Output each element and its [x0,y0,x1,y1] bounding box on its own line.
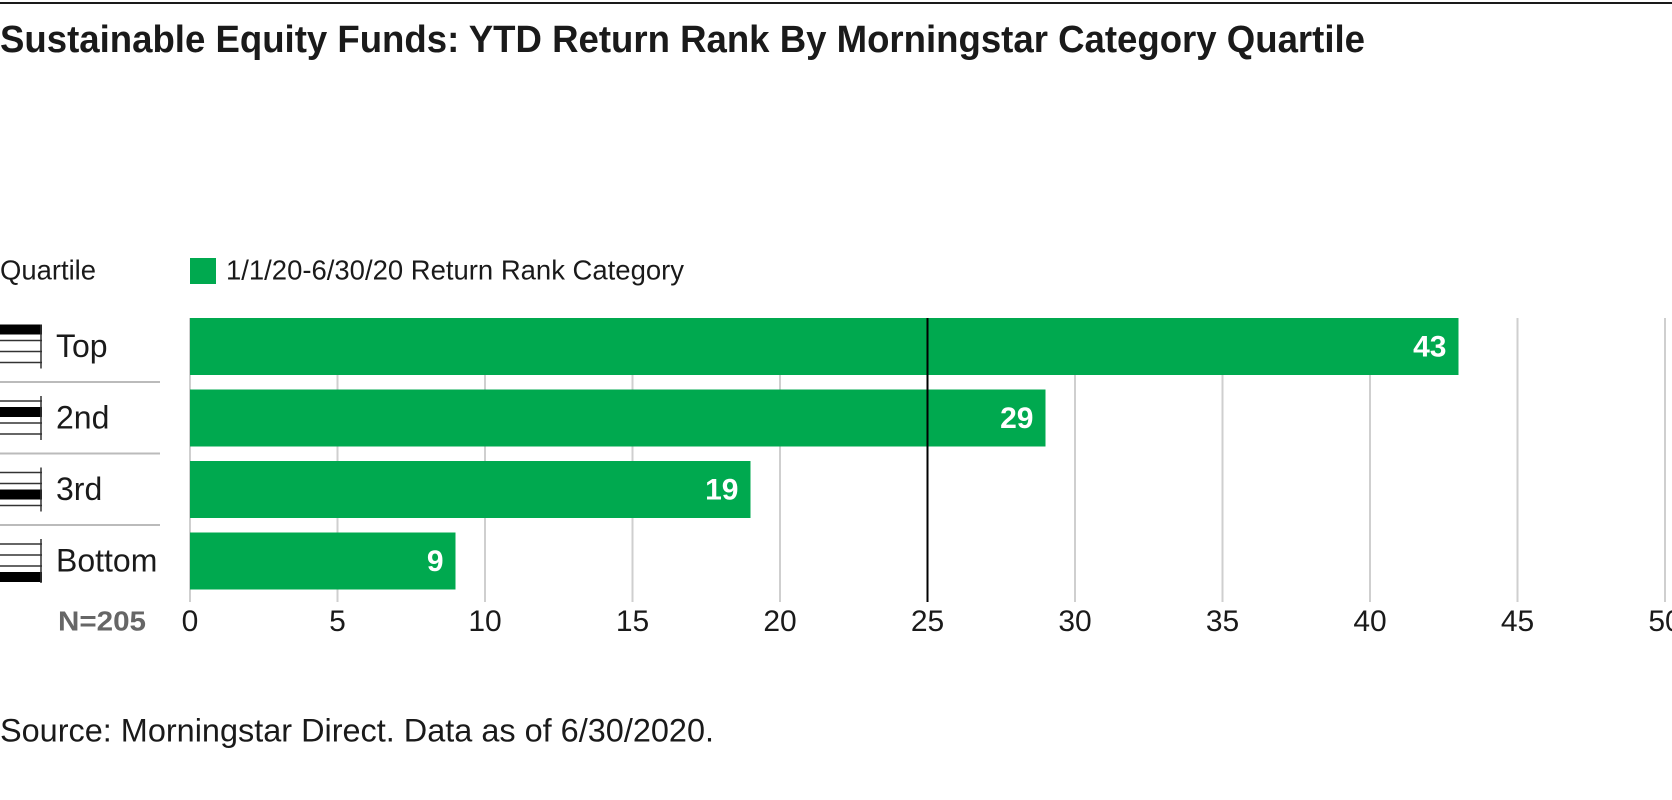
x-tick-label: 20 [763,605,796,638]
bar [190,461,751,518]
source-note: Source: Morningstar Direct. Data as of 6… [0,712,714,748]
x-tick-label: 15 [616,605,649,638]
bar [190,532,456,590]
quartile-icon [0,489,42,500]
x-tick-label: 35 [1206,605,1239,638]
value-label: 43 [1413,330,1446,363]
quartile-icon [0,407,42,417]
bar [190,389,1046,447]
y-tick-label: Bottom [56,542,157,578]
legend-label: 1/1/20-6/30/20 Return Rank Category [226,254,684,285]
value-label: 29 [1000,402,1033,435]
legend-swatch [190,258,216,284]
bar [190,318,1459,375]
x-tick-label: 30 [1058,605,1091,638]
y-tick-label: 2nd [56,399,109,435]
sample-note: N=205 [58,605,146,636]
x-tick-label: 10 [468,605,501,638]
axis-label: Quartile [0,254,96,285]
value-label: 19 [705,473,738,506]
value-label: 9 [427,545,444,578]
x-tick-label: 0 [182,605,199,638]
x-tick-label: 45 [1501,605,1534,638]
x-tick-label: 25 [911,605,944,638]
x-tick-label: 40 [1353,605,1386,638]
quartile-icon [0,324,42,335]
x-tick-label: 5 [329,605,346,638]
quartile-icon [0,572,42,582]
chart-title: Sustainable Equity Funds: YTD Return Ran… [0,19,1365,61]
y-tick-label: Top [56,328,108,364]
y-tick-label: 3rd [56,471,102,507]
x-tick-label: 50 [1648,605,1672,638]
